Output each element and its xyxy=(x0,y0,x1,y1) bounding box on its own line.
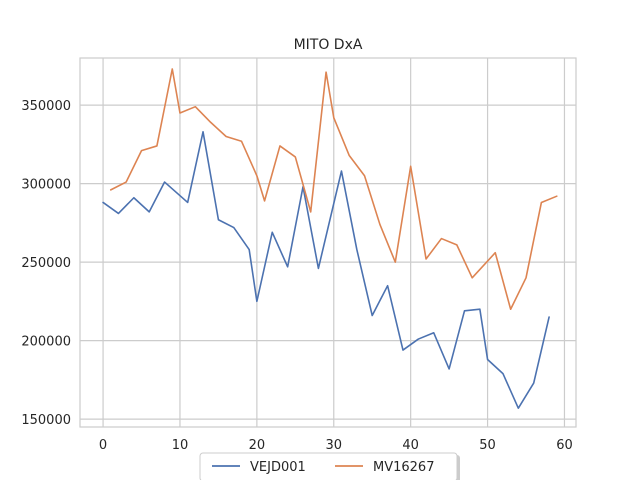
x-tick-label: 30 xyxy=(325,438,342,453)
x-tick-label: 40 xyxy=(402,438,419,453)
x-tick-label: 0 xyxy=(99,438,107,453)
x-tick-label: 20 xyxy=(249,438,266,453)
x-tick-label: 10 xyxy=(172,438,189,453)
y-tick-label: 300000 xyxy=(21,178,71,193)
y-tick-label: 150000 xyxy=(21,413,71,428)
chart-title: MITO DxA xyxy=(294,37,363,53)
legend-box xyxy=(199,452,458,480)
series-lines xyxy=(102,68,558,409)
legend: VEJD001 MV16267 xyxy=(199,452,460,480)
y-tick-label: 200000 xyxy=(21,335,71,350)
series-line-mv16267 xyxy=(109,68,558,311)
legend-label: VEJD001 xyxy=(250,460,306,475)
x-tick-label: 50 xyxy=(479,438,496,453)
x-tick-label: 60 xyxy=(556,438,573,453)
grid-lines xyxy=(80,58,576,427)
series-line-vejd001 xyxy=(102,131,550,409)
y-tick-label: 350000 xyxy=(21,99,71,114)
tick-labels: 0 10 20 30 40 50 60 150000 200000 250000 300000 350… xyxy=(21,99,572,453)
legend-label: MV16267 xyxy=(373,460,434,475)
y-tick-label: 250000 xyxy=(21,256,71,271)
